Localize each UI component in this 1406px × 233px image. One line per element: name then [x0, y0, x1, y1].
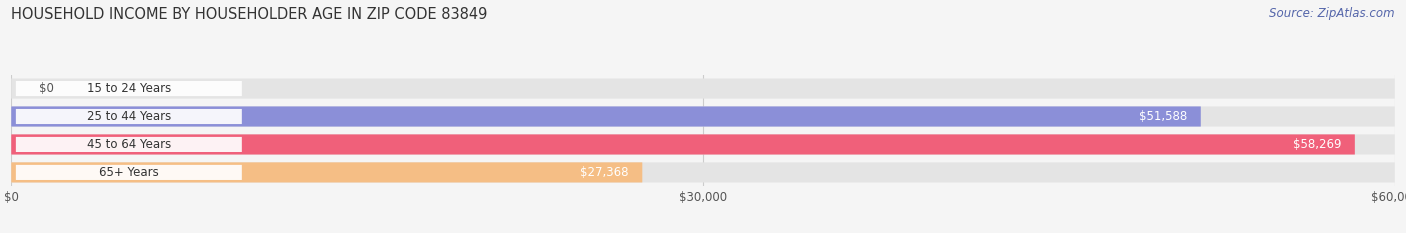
Text: $27,368: $27,368: [581, 166, 628, 179]
FancyBboxPatch shape: [11, 79, 1395, 99]
FancyBboxPatch shape: [15, 81, 242, 96]
FancyBboxPatch shape: [11, 162, 643, 182]
FancyBboxPatch shape: [15, 137, 242, 152]
Text: 65+ Years: 65+ Years: [98, 166, 159, 179]
FancyBboxPatch shape: [11, 134, 1395, 154]
Text: $58,269: $58,269: [1292, 138, 1341, 151]
Text: HOUSEHOLD INCOME BY HOUSEHOLDER AGE IN ZIP CODE 83849: HOUSEHOLD INCOME BY HOUSEHOLDER AGE IN Z…: [11, 7, 488, 22]
FancyBboxPatch shape: [15, 165, 242, 180]
Text: 25 to 44 Years: 25 to 44 Years: [87, 110, 172, 123]
FancyBboxPatch shape: [11, 134, 1355, 154]
Text: $0: $0: [39, 82, 53, 95]
Text: 45 to 64 Years: 45 to 64 Years: [87, 138, 172, 151]
FancyBboxPatch shape: [11, 162, 1395, 182]
FancyBboxPatch shape: [15, 109, 242, 124]
FancyBboxPatch shape: [11, 106, 1201, 127]
Text: Source: ZipAtlas.com: Source: ZipAtlas.com: [1270, 7, 1395, 20]
Text: 15 to 24 Years: 15 to 24 Years: [87, 82, 172, 95]
Text: $51,588: $51,588: [1139, 110, 1187, 123]
FancyBboxPatch shape: [11, 106, 1395, 127]
